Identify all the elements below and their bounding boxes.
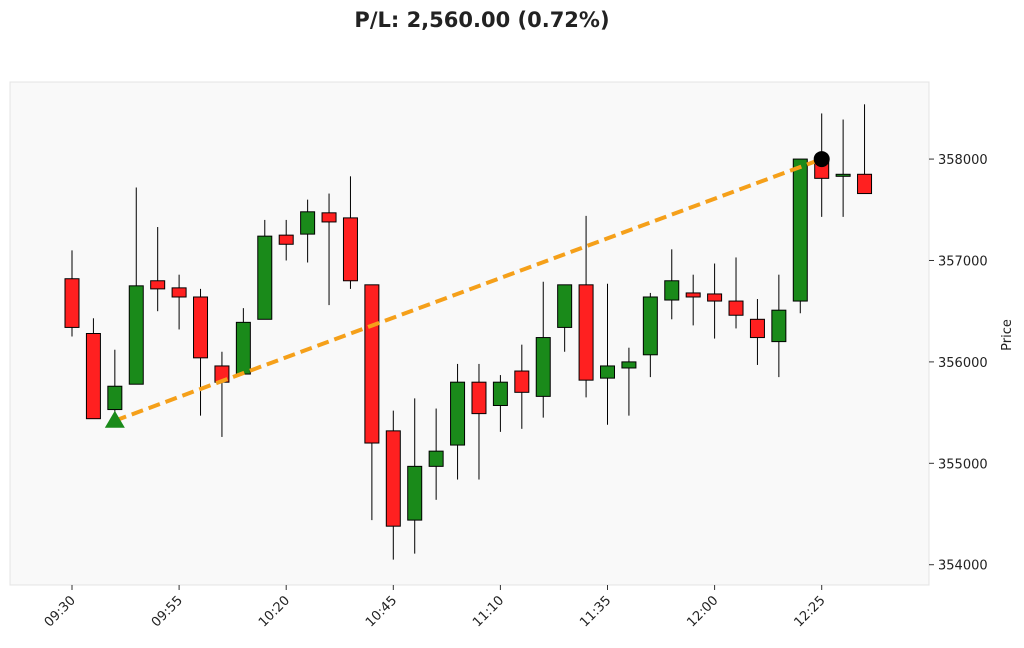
candle-body [257,235,273,320]
x-tick-label: 11:10 [470,593,507,630]
candle-body [364,284,380,444]
candle-body [193,296,209,359]
chart-title: P/L: 2,560.00 (0.72%) [354,8,609,32]
candle-body [85,333,101,420]
candle-body [300,211,316,235]
y-tick-label: 355000 [938,457,988,472]
y-tick-label: 354000 [938,559,988,574]
candle-body [235,321,251,375]
plot-area [9,81,930,586]
candle-body [107,385,123,411]
x-tick-label: 09:55 [149,593,186,630]
candle-body [407,465,423,521]
y-axis-label: Price [1000,319,1015,351]
candle-body [664,280,680,301]
candle-body [728,300,744,316]
x-tick-label: 10:45 [363,593,400,630]
y-tick-label: 357000 [938,254,988,269]
candle-body [342,217,358,282]
candle-body [278,234,294,245]
candle-body [578,284,594,381]
y-tick-label: 358000 [938,153,988,168]
candle-body [428,450,444,467]
candle-body [771,309,787,343]
x-tick-label: 11:35 [577,593,614,630]
y-tick-label: 356000 [938,356,988,371]
candle-body [514,370,530,393]
candle-body [321,212,337,223]
candle-body [128,285,144,385]
candle-body [150,280,166,290]
x-tick-label: 12:00 [684,593,721,630]
candle-body [749,318,765,339]
candle-body [642,296,658,356]
candle-body [835,173,851,177]
x-tick-label: 10:20 [256,593,293,630]
candle-body [535,337,551,397]
exit-marker [813,151,830,168]
candle-body [557,284,573,328]
candle-body [450,381,466,446]
candle-body [857,173,873,195]
x-tick-label: 09:30 [42,593,79,630]
candle-body [707,293,723,302]
entry-marker [104,410,125,428]
candle-body [621,361,637,369]
candle-body [600,365,615,379]
candle-body [171,287,187,298]
candle-body [64,278,80,328]
candle-body [492,381,508,407]
candle-body [792,158,808,302]
x-tick-label: 12:25 [791,593,828,630]
candle-body [385,430,401,527]
candle-body [471,381,487,415]
candle-body [685,292,701,298]
